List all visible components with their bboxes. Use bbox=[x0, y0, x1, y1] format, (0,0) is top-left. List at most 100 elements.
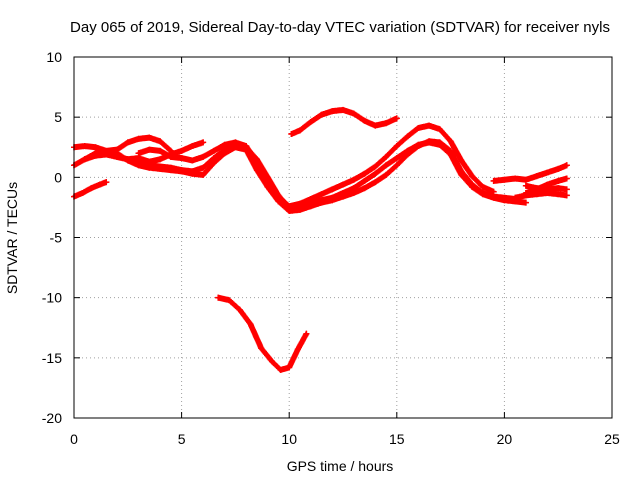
data-point bbox=[215, 294, 222, 301]
data-point bbox=[522, 182, 529, 189]
data-point bbox=[555, 177, 562, 184]
data-point bbox=[96, 181, 103, 188]
data-point bbox=[135, 135, 142, 142]
data-point bbox=[563, 192, 570, 199]
data-point bbox=[200, 139, 207, 146]
data-point bbox=[167, 147, 174, 154]
data-point bbox=[189, 143, 196, 150]
data-point bbox=[479, 183, 486, 190]
data-point bbox=[189, 170, 196, 177]
data-point bbox=[296, 206, 303, 213]
data-point bbox=[340, 193, 346, 200]
data-point bbox=[383, 120, 390, 127]
data-point bbox=[236, 306, 243, 313]
data-point bbox=[501, 194, 508, 201]
data-point bbox=[225, 297, 232, 304]
data-point bbox=[277, 366, 284, 373]
data-point bbox=[372, 170, 379, 177]
data-point bbox=[294, 346, 301, 353]
y-tick-label: -10 bbox=[42, 290, 62, 306]
x-tick-label: 25 bbox=[604, 431, 620, 447]
data-point bbox=[436, 126, 443, 133]
data-point bbox=[307, 118, 314, 125]
data-point bbox=[372, 163, 379, 170]
data-point bbox=[393, 162, 400, 169]
series-arc-f bbox=[135, 122, 497, 210]
data-point bbox=[415, 143, 422, 150]
y-tick-label: -20 bbox=[42, 410, 62, 426]
data-point bbox=[490, 188, 497, 195]
data-point bbox=[350, 189, 357, 196]
data-point bbox=[436, 139, 443, 146]
data-point bbox=[555, 165, 562, 172]
x-tick-label: 5 bbox=[178, 431, 186, 447]
data-point bbox=[329, 186, 336, 193]
data-point bbox=[372, 122, 379, 129]
data-point bbox=[288, 131, 295, 138]
y-tick-label: 5 bbox=[54, 109, 62, 125]
data-point bbox=[200, 153, 207, 160]
data-point bbox=[200, 171, 207, 178]
data-point bbox=[258, 345, 265, 352]
data-point bbox=[447, 147, 454, 154]
data-point bbox=[393, 115, 400, 122]
data-point bbox=[426, 122, 433, 129]
series-arc-i bbox=[490, 162, 570, 184]
data-point bbox=[361, 170, 368, 177]
data-point bbox=[522, 199, 529, 206]
data-point bbox=[318, 191, 325, 198]
data-point bbox=[361, 185, 368, 192]
data-point bbox=[415, 124, 422, 131]
data-point bbox=[340, 181, 346, 188]
data-point bbox=[303, 330, 310, 337]
data-point bbox=[512, 175, 519, 182]
data-point bbox=[458, 168, 465, 175]
data-point bbox=[372, 179, 379, 186]
data-point bbox=[114, 150, 121, 157]
data-point bbox=[563, 175, 570, 182]
data-point bbox=[544, 181, 551, 188]
data-point bbox=[393, 143, 400, 150]
y-tick-label: 10 bbox=[46, 49, 62, 65]
data-point bbox=[135, 162, 142, 169]
data-point bbox=[79, 189, 86, 196]
y-axis-label: SDTVAR / TECUs bbox=[4, 182, 20, 294]
data-point bbox=[124, 139, 131, 146]
data-point bbox=[178, 168, 185, 175]
data-point bbox=[307, 203, 314, 210]
data-point bbox=[318, 199, 325, 206]
y-tick-label: -5 bbox=[50, 230, 63, 246]
data-point bbox=[268, 358, 275, 365]
data-point bbox=[81, 156, 88, 163]
chart-title: Day 065 of 2019, Sidereal Day-to-day VTE… bbox=[70, 19, 610, 36]
data-point bbox=[555, 185, 562, 192]
data-point bbox=[383, 171, 390, 178]
data-point bbox=[404, 133, 411, 140]
data-point bbox=[210, 147, 217, 154]
data-point bbox=[469, 181, 476, 188]
data-point bbox=[501, 176, 508, 183]
data-point bbox=[393, 155, 400, 162]
data-point bbox=[247, 321, 254, 328]
data-point bbox=[92, 144, 99, 151]
x-tick-label: 0 bbox=[70, 431, 78, 447]
data-point bbox=[178, 147, 185, 154]
x-axis-label: GPS time / hours bbox=[287, 458, 394, 474]
data-point bbox=[512, 194, 519, 201]
data-point bbox=[135, 150, 142, 157]
data-point bbox=[81, 143, 88, 150]
data-layer bbox=[71, 106, 570, 373]
data-point bbox=[383, 153, 390, 160]
data-point bbox=[469, 173, 476, 180]
data-point bbox=[232, 139, 239, 146]
x-tick-label: 15 bbox=[389, 431, 405, 447]
y-tick-label: 0 bbox=[54, 169, 62, 185]
data-point bbox=[361, 117, 368, 124]
data-point bbox=[426, 138, 433, 145]
data-point bbox=[253, 159, 260, 166]
data-point bbox=[103, 179, 110, 186]
data-point bbox=[458, 157, 465, 164]
data-point bbox=[157, 138, 164, 145]
data-point bbox=[361, 177, 368, 184]
data-point bbox=[522, 176, 529, 183]
